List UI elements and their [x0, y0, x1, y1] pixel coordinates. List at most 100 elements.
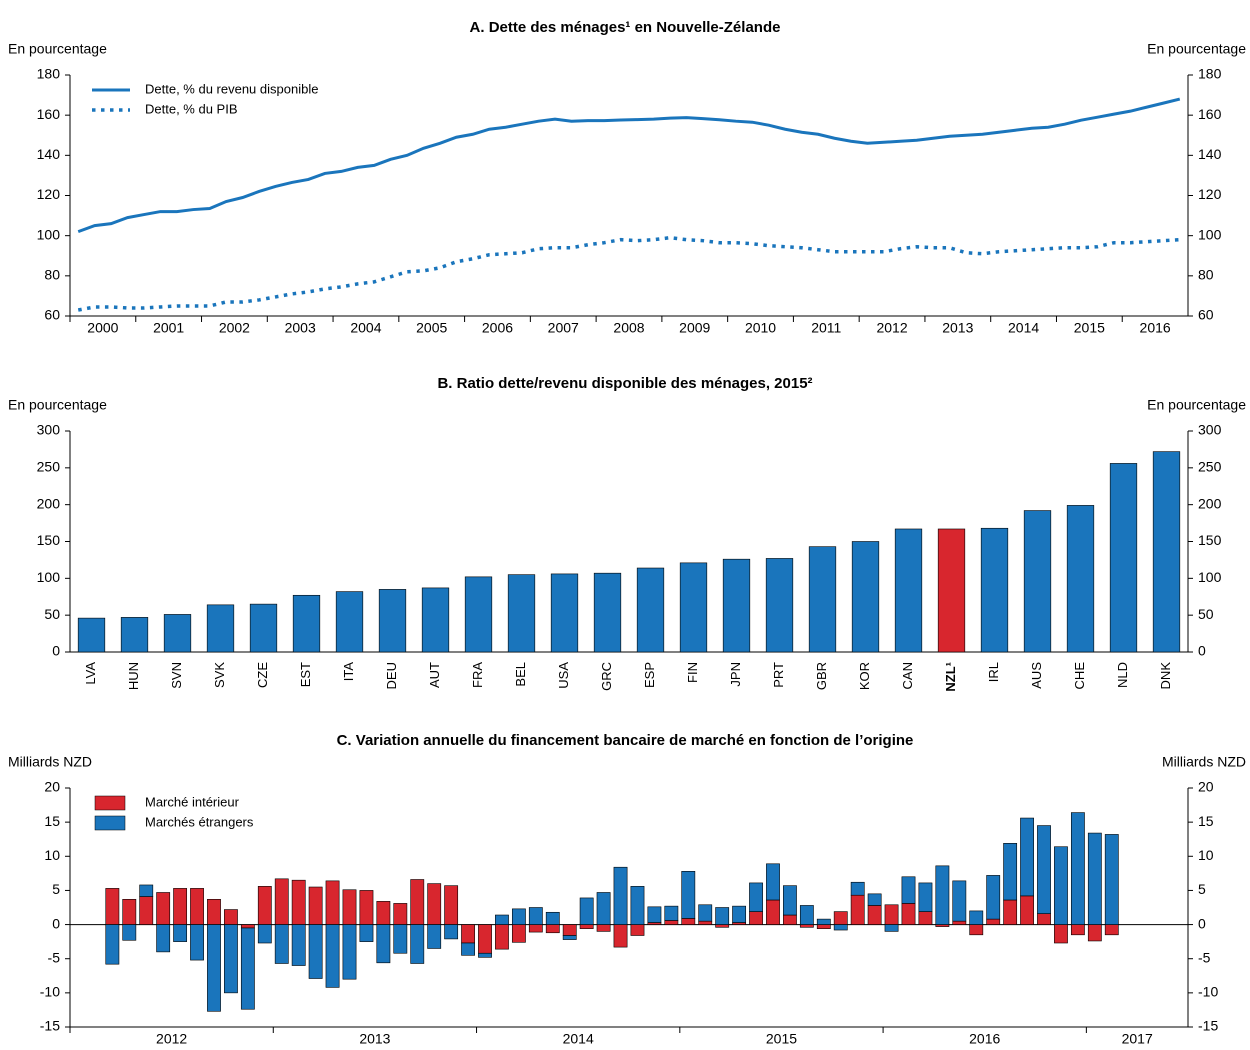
y2-tick-label: 5 [1198, 881, 1206, 897]
bar-segment [1087, 832, 1102, 925]
bar-segment [1070, 812, 1085, 925]
bar-segment [935, 924, 950, 927]
bar-segment [850, 894, 865, 925]
x-tick-label: GBR [814, 662, 829, 690]
x-tick-label: 2008 [613, 320, 644, 336]
x-tick-label: CAN [900, 662, 915, 689]
bar-segment [850, 881, 865, 896]
x-tick-label: KOR [857, 662, 872, 690]
legend-label: Dette, % du revenu disponible [145, 81, 318, 96]
bar-segment [833, 911, 848, 925]
bar-segment [1020, 895, 1034, 925]
y2-tick-label: -10 [1198, 984, 1218, 1000]
y-tick-label: 0 [52, 643, 60, 659]
bar-segment [1087, 924, 1102, 942]
bar-segment [715, 907, 730, 925]
bar-segment [528, 907, 543, 925]
bar-segment [630, 924, 645, 936]
x-tick-label: SVK [212, 662, 227, 688]
bar-segment [325, 880, 340, 925]
bar-segment [579, 924, 594, 929]
bar [765, 558, 794, 653]
bar-segment [664, 905, 679, 921]
bar-segment [562, 924, 577, 936]
bar-segment [799, 924, 814, 928]
bar-segment [122, 924, 137, 941]
bar-segment [545, 911, 560, 925]
y-tick-label: 300 [37, 422, 61, 438]
bar-segment [952, 880, 967, 922]
bar-segment [291, 924, 306, 966]
y-tick-label: 5 [52, 881, 60, 897]
bar [636, 567, 665, 653]
bar-segment [156, 892, 171, 925]
x-tick-label: 2014 [563, 1031, 594, 1047]
y-tick-label: 0 [52, 915, 60, 931]
y2-tick-label: 0 [1198, 643, 1206, 659]
bar-segment [156, 924, 171, 953]
bar-segment [833, 924, 848, 931]
y-tick-label: 150 [37, 532, 61, 548]
bar-segment [173, 924, 188, 942]
x-tick-label: FRA [470, 662, 485, 688]
y-tick-label: 180 [37, 66, 61, 82]
bar-segment [884, 924, 899, 932]
bar-segment [461, 924, 475, 944]
line-series [77, 235, 1180, 312]
bar-segment [562, 935, 577, 940]
y2-tick-label: 150 [1198, 532, 1222, 548]
bar [1109, 463, 1138, 653]
y2-tick-label: 60 [1198, 307, 1214, 323]
bar-segment [308, 924, 323, 979]
y-tick-label: 250 [37, 459, 61, 475]
bar-segment [545, 924, 560, 934]
bar [206, 604, 235, 653]
y-tick-label: 100 [37, 569, 61, 585]
y2-tick-label: 300 [1198, 422, 1222, 438]
x-tick-label: 2006 [482, 320, 513, 336]
legend-label: Dette, % du PIB [145, 101, 238, 116]
bar-segment [511, 924, 526, 943]
bar-segment [766, 863, 780, 901]
x-tick-label: 2012 [876, 320, 907, 336]
y2-tick-label: 15 [1198, 813, 1214, 829]
bar [550, 573, 579, 653]
bar-segment [105, 924, 120, 965]
bar-segment [952, 920, 967, 925]
x-tick-label: EST [298, 662, 313, 687]
bar-segment [1037, 913, 1051, 925]
x-tick-label: 2001 [153, 320, 184, 336]
bar-segment [207, 924, 221, 1012]
bar-segment [410, 924, 425, 964]
y2-tick-label: 50 [1198, 606, 1214, 622]
bar [378, 589, 407, 653]
bar [77, 617, 106, 653]
bar-segment [596, 924, 611, 932]
bar [1152, 451, 1181, 653]
x-tick-label: ITA [341, 662, 356, 682]
bar-segment [732, 905, 747, 923]
y-tick-label: -5 [48, 949, 61, 965]
bar-segment [1020, 817, 1034, 897]
legend-label: Marché intérieur [145, 794, 240, 809]
bar [1066, 505, 1095, 653]
bar-segment [681, 871, 696, 919]
bar-segment [918, 882, 933, 912]
bar [808, 546, 837, 653]
bar-segment [613, 924, 628, 948]
y-tick-label: 15 [44, 813, 60, 829]
bar-segment [461, 942, 475, 956]
y-tick-label: 10 [44, 847, 60, 863]
bar-segment [139, 884, 154, 897]
bar-segment [884, 904, 899, 925]
y-axis-label: En pourcentage [8, 41, 107, 57]
bar-segment [495, 924, 509, 950]
y-tick-label: -10 [40, 984, 60, 1000]
bar-segment [511, 908, 526, 925]
y-tick-label: 20 [44, 779, 60, 795]
bar-segment [308, 886, 323, 925]
bar-segment [630, 886, 645, 925]
bar-segment [376, 901, 391, 925]
x-tick-label: ESP [642, 662, 657, 688]
y2-tick-label: 120 [1198, 186, 1222, 202]
